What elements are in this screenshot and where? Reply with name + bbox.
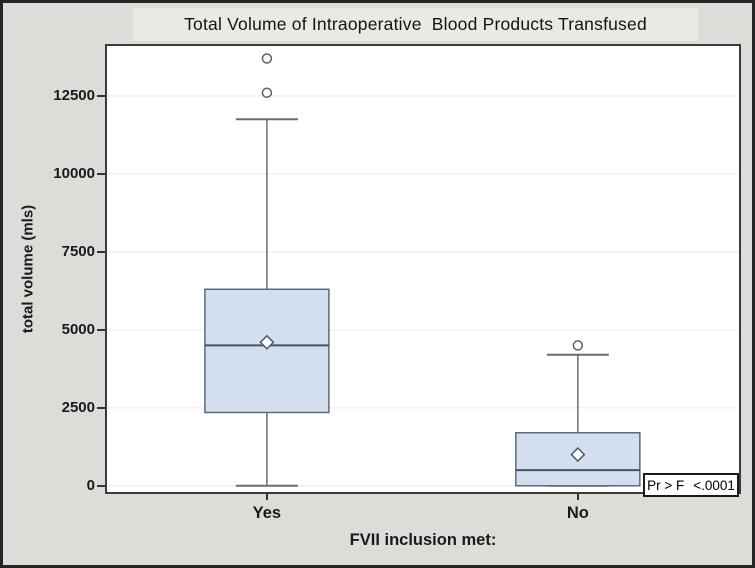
x-category-label: No bbox=[566, 504, 589, 522]
y-tick-mark bbox=[97, 328, 105, 331]
x-tick-mark bbox=[576, 494, 579, 500]
y-axis-title: total volume (mls) bbox=[19, 204, 37, 334]
x-tick-mark bbox=[265, 494, 268, 500]
y-tick-label: 7500 bbox=[61, 242, 95, 260]
y-tick-label: 0 bbox=[86, 476, 95, 494]
outlier-point bbox=[261, 53, 273, 64]
mean-diamond bbox=[570, 447, 586, 463]
stat-annotation-value: <.0001 bbox=[693, 477, 735, 493]
y-tick-mark bbox=[97, 94, 105, 97]
y-tick-label: 10000 bbox=[53, 164, 95, 182]
x-category-label: Yes bbox=[252, 504, 282, 522]
outlier-point bbox=[572, 340, 584, 351]
y-tick-mark bbox=[97, 406, 105, 409]
chart-title: Total Volume of Intraoperative Blood Pro… bbox=[133, 8, 698, 41]
plot-area bbox=[105, 44, 741, 494]
mean-diamond bbox=[259, 334, 275, 350]
y-tick-label: 12500 bbox=[53, 86, 95, 104]
y-tick-label: 2500 bbox=[61, 398, 95, 416]
y-tick-mark bbox=[97, 172, 105, 175]
box bbox=[204, 288, 330, 414]
stat-annotation-label: Pr > F bbox=[647, 477, 685, 493]
y-tick-label: 5000 bbox=[61, 320, 95, 338]
boxplot-svg bbox=[107, 53, 739, 487]
stat-annotation-box: Pr > F <.0001 bbox=[643, 473, 739, 497]
y-tick-mark bbox=[97, 250, 105, 253]
outlier-point bbox=[261, 87, 273, 99]
y-tick-mark bbox=[97, 484, 105, 487]
x-axis-title: FVII inclusion met: bbox=[349, 531, 497, 549]
